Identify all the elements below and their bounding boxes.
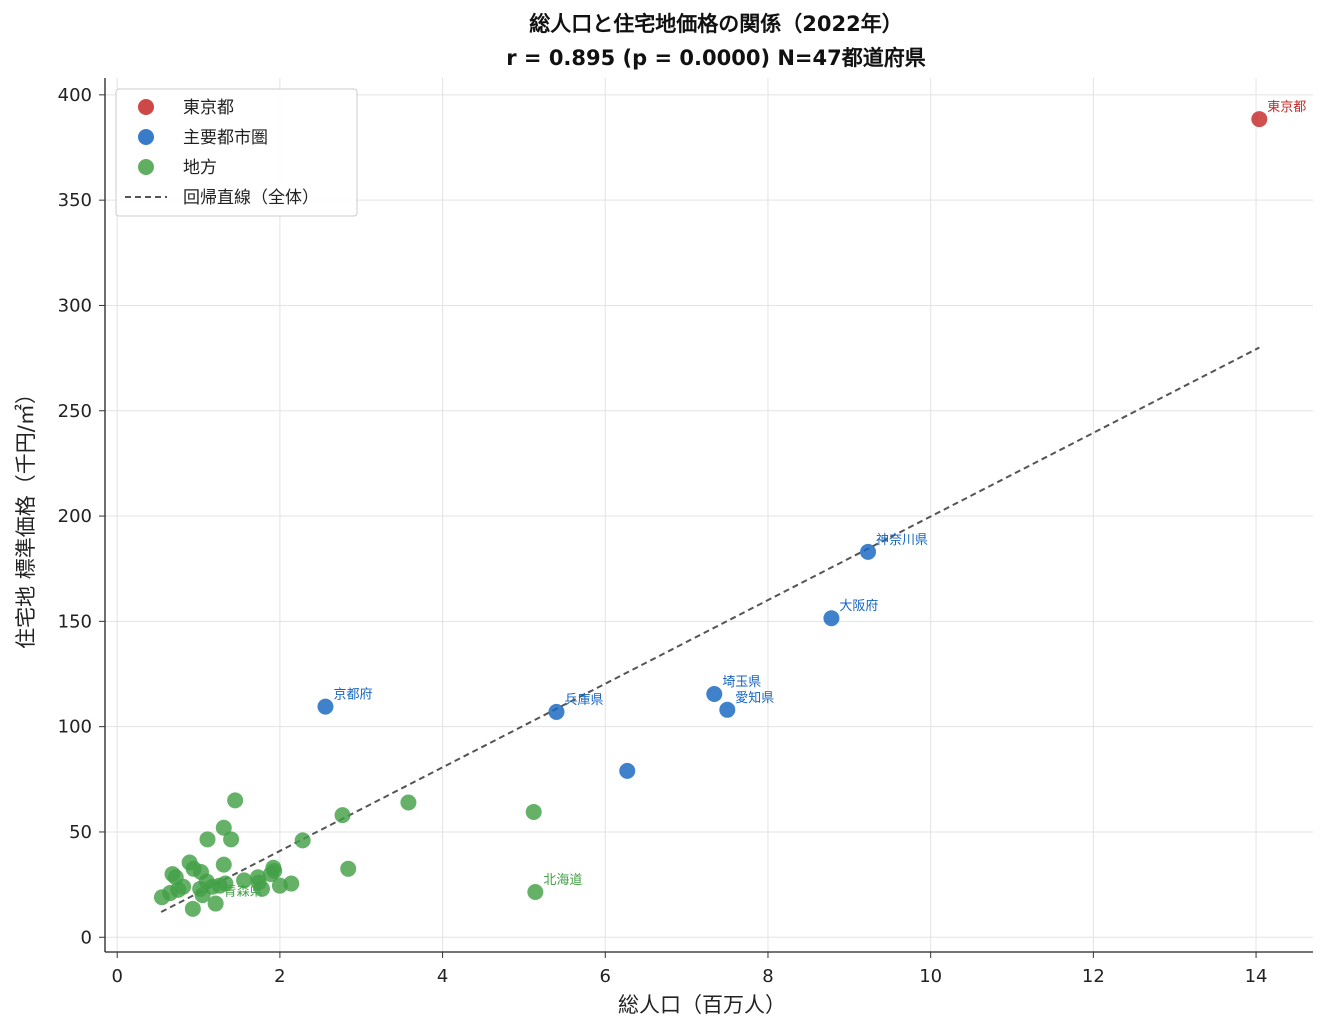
data-point [823,610,840,627]
legend-marker-metro [138,129,154,145]
data-point [525,803,542,820]
data-point [199,831,216,848]
data-point [719,701,736,718]
data-point [294,832,311,849]
data-point [317,698,334,715]
ticks: 0 2 4 6 8 10 12 14 0 50 100 150 200 250 300 350 400 [58,85,1268,987]
data-point [250,874,267,891]
legend: 東京都 主要都市圏 地方 回帰直線（全体） [115,88,358,217]
y-tick-label: 200 [58,506,92,527]
data-point [184,900,201,917]
data-point [223,831,240,848]
data-point-label: 大阪府 [839,599,878,614]
data-point-label: 青森県 [224,885,263,900]
data-point-label: 北海道 [543,873,582,888]
legend-label-regression: 回帰直線（全体） [183,188,319,208]
x-axis-label: 総人口（百万人） [618,993,786,1017]
x-tick-label: 12 [1082,966,1105,987]
data-point [619,762,636,779]
x-tick-label: 0 [111,966,122,987]
x-tick-label: 2 [274,966,285,987]
grid-lines [105,78,1313,952]
data-point [207,895,224,912]
data-point [185,860,202,877]
data-point [192,880,209,897]
data-point [265,859,282,876]
data-point-label: 京都府 [333,688,372,703]
data-points [153,111,1268,917]
chart-title: 総人口と住宅地価格の関係（2022年） [529,12,902,36]
data-point-label: 愛知県 [735,690,774,706]
legend-marker-tokyo [138,99,154,115]
data-point [215,819,232,836]
y-axis-label: 住宅地 標準価格（千円/㎡） [14,383,38,649]
y-tick-label: 0 [81,927,92,948]
data-point [334,807,351,824]
legend-frame [115,88,358,217]
x-tick-label: 6 [600,966,611,987]
data-point-label: 東京都 [1267,99,1306,115]
y-tick-label: 300 [58,295,92,316]
axes [104,78,1313,953]
y-tick-label: 150 [58,611,92,632]
x-tick-label: 14 [1245,966,1268,987]
y-tick-label: 250 [58,401,92,422]
y-tick-label: 350 [58,190,92,211]
data-point [271,877,288,894]
x-tick-label: 10 [919,966,942,987]
data-point-label: 神奈川県 [876,533,928,548]
data-point [340,860,357,877]
data-point [706,686,723,703]
legend-label-metro: 主要都市圏 [183,128,268,148]
y-tick-label: 400 [58,85,92,106]
data-point [548,703,565,720]
y-tick-label: 100 [58,717,92,738]
data-point [400,794,417,811]
data-point [164,866,181,883]
data-point-label: 埼玉県 [722,675,761,690]
data-point [527,883,544,900]
data-point [860,543,877,560]
data-point [1251,111,1268,128]
data-point [236,872,253,889]
data-point [215,856,232,873]
y-tick-label: 50 [69,822,92,843]
chart-subtitle: r = 0.895 (p = 0.0000) N=47都道府県 [506,46,926,70]
data-point-label: 兵庫県 [564,693,603,708]
legend-marker-rural [138,159,154,175]
data-point [227,792,244,809]
regression-line-path [160,346,1260,913]
data-point [153,889,170,906]
legend-label-rural: 地方 [183,158,217,178]
regression-line [160,346,1260,913]
x-tick-label: 8 [762,966,773,987]
legend-label-tokyo: 東京都 [183,98,234,118]
x-tick-label: 4 [437,966,448,987]
